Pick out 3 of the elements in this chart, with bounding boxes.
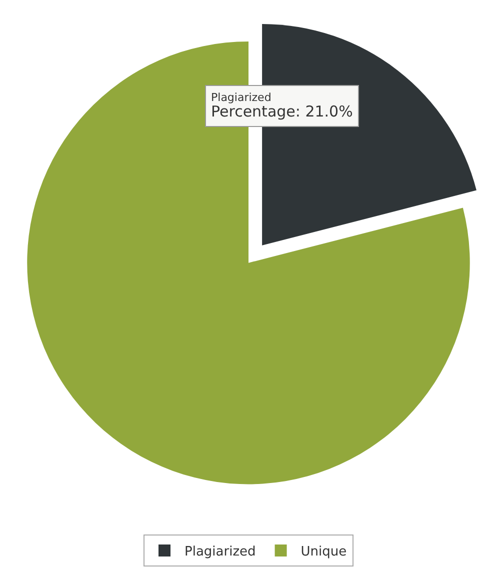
legend-label: Plagiarized <box>184 544 256 560</box>
text: Plagiarized Percentage: 21.0% <box>211 91 353 121</box>
legend-label: Unique <box>300 544 347 560</box>
